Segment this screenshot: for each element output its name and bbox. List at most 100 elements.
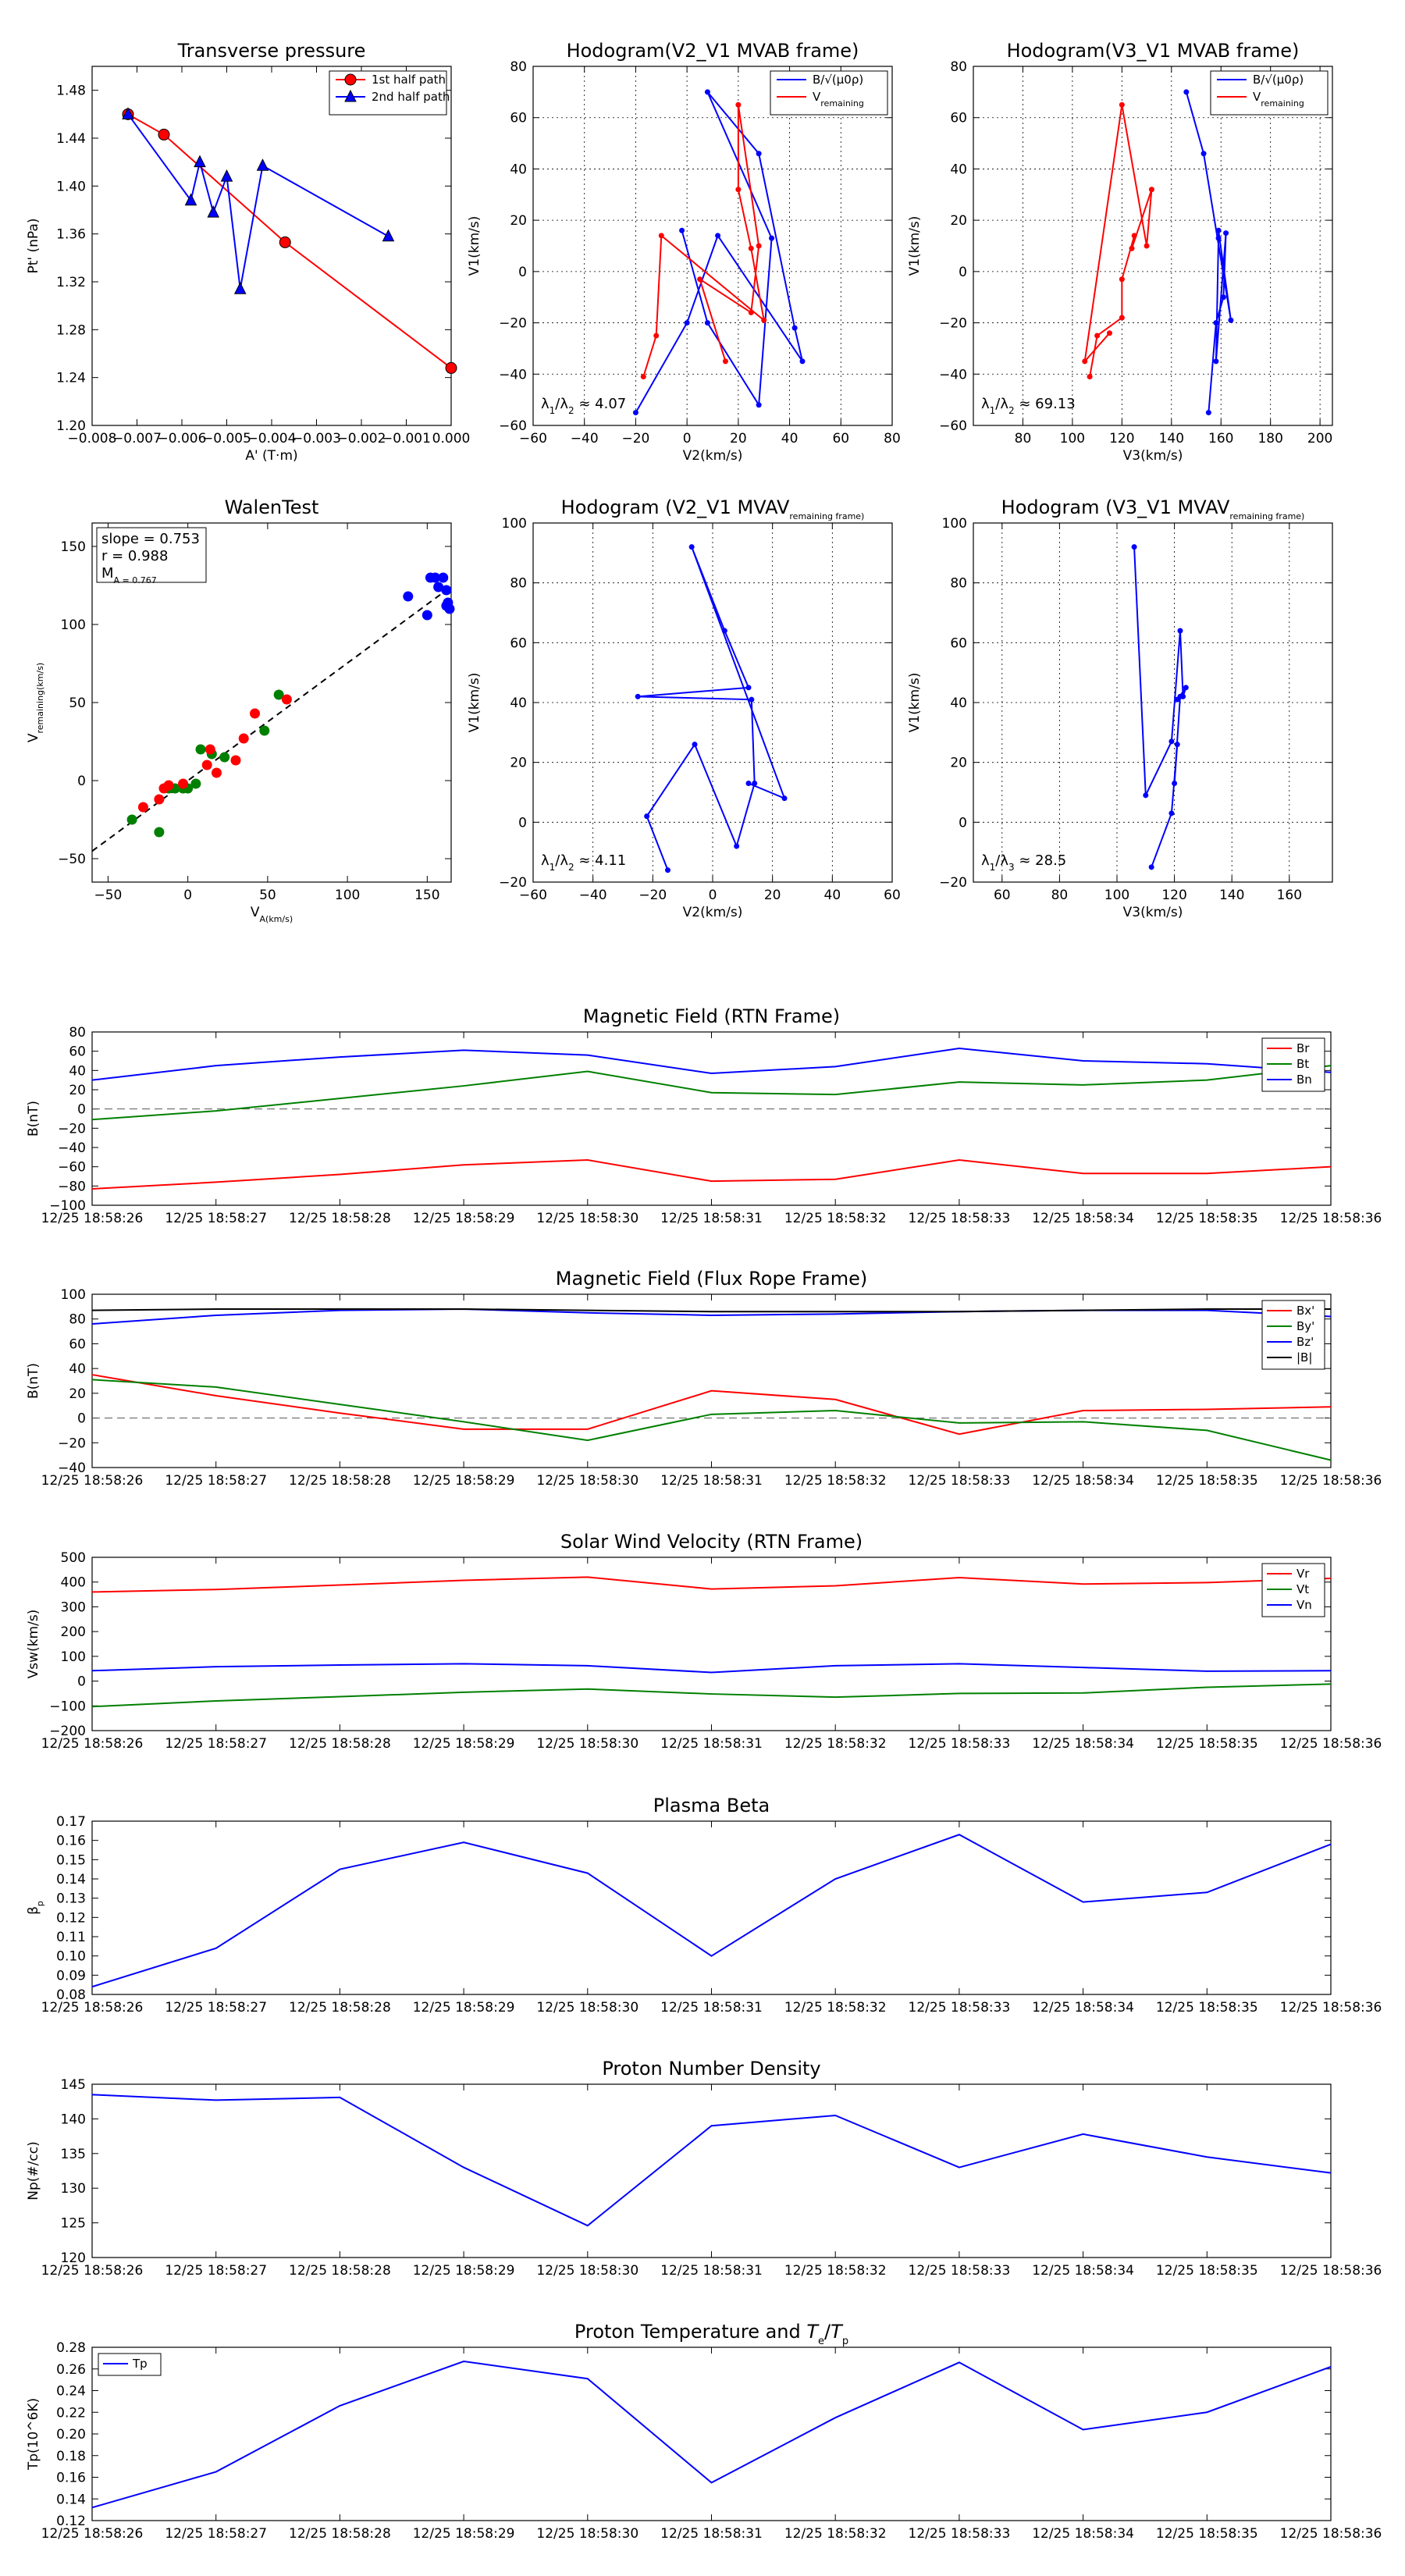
y-tick-label: 60 [69, 1044, 86, 1060]
x-axis-label: V2(km/s) [683, 905, 743, 920]
title-part: p [842, 2336, 848, 2347]
y-tick-label: 0.14 [56, 2492, 86, 2507]
data-point [748, 309, 754, 315]
annotation-part: ≈ 4.11 [574, 852, 627, 869]
annotation-part: 2 [568, 405, 574, 416]
data-point [1148, 864, 1154, 870]
x-tick-label: 12/25 18:58:29 [413, 2000, 515, 2016]
series-line-Vt [91, 1683, 1332, 1708]
y-tick-label: 120 [61, 2250, 86, 2266]
annotation-part: λ [981, 396, 990, 412]
x-tick-label: 20 [730, 431, 747, 447]
data-point [1174, 696, 1180, 703]
x-tick-label: 12/25 18:58:36 [1280, 1736, 1382, 1752]
legend-label: Vr [1297, 1567, 1310, 1581]
y-axis-label: Tp(10^6K) [26, 2398, 41, 2471]
series-line-path [1133, 546, 1187, 868]
y-tick-label: 0 [77, 774, 86, 789]
data-point [1172, 781, 1178, 786]
data-point [1119, 276, 1125, 283]
series-line-B/√(μ0ρ) [1185, 91, 1232, 413]
annotation-part: /λ [555, 396, 568, 412]
data-point [684, 320, 690, 326]
data-point [752, 781, 758, 786]
x-tick-label: 12/25 18:58:31 [660, 2263, 763, 2279]
y-axis-label: B(nT) [26, 1363, 41, 1399]
y-tick-label: −20 [939, 316, 967, 332]
x-tick-label: 12/25 18:58:32 [784, 2000, 887, 2016]
scatter-point [250, 708, 261, 719]
data-point [445, 361, 457, 374]
annotation: λ1/λ3 ≈ 28.5 [981, 852, 1066, 873]
y-tick-label: 140 [61, 2112, 86, 2127]
x-tick-label: 12/25 18:58:28 [289, 2526, 391, 2542]
y-tick-label: −200 [49, 1724, 86, 1739]
stats-line: r = 0.988 [101, 548, 168, 564]
y-tick-label: 1.44 [56, 131, 86, 147]
annotation: λ1/λ2 ≈ 69.13 [981, 396, 1076, 416]
x-tick-label: 12/25 18:58:36 [1280, 2263, 1382, 2279]
plot-frame [532, 66, 893, 426]
chart-title: Proton Number Density [602, 2058, 820, 2080]
y-tick-label: 80 [510, 59, 527, 75]
x-tick-label: 100 [1060, 431, 1085, 447]
y-tick-label: −80 [58, 1179, 86, 1194]
y-tick-label: 80 [69, 1025, 86, 1041]
y-tick-label: 20 [510, 213, 527, 229]
y-tick-label: 60 [950, 635, 967, 651]
y-axis-label: V1(km/s) [467, 673, 482, 733]
x-tick-label: 12/25 18:58:34 [1032, 1211, 1134, 1226]
data-point [665, 867, 670, 873]
y-tick-label: −20 [499, 875, 527, 891]
data-point [1094, 333, 1101, 339]
y-tick-label: 1.48 [56, 84, 86, 99]
chart-walen: −50 0 50 100 150 −50 0 50 100 150 WalenTest VA(km/s… [26, 496, 455, 924]
data-point [658, 233, 664, 239]
chart-title: WalenTest [225, 496, 319, 518]
x-tick-label: 12/25 18:58:33 [909, 2526, 1011, 2542]
y-tick-label: 60 [510, 111, 527, 126]
data-point [1213, 358, 1219, 365]
chart-title: Solar Wind Velocity (RTN Frame) [560, 1531, 863, 1553]
data-point [1144, 243, 1150, 249]
y-tick-label: 0.09 [56, 1968, 86, 1984]
data-point [1215, 235, 1222, 241]
y-tick-label: −40 [939, 367, 967, 382]
y-tick-label: 0.13 [56, 1891, 86, 1907]
data-point [734, 843, 740, 849]
data-point [1177, 628, 1183, 634]
y-tick-label: 80 [69, 1312, 86, 1328]
series-line-Vr [91, 1576, 1332, 1593]
data-point [1168, 810, 1175, 817]
plot-frame [91, 1293, 1332, 1468]
chart-title-subscript: remaining frame) [789, 511, 864, 521]
chart-bfr: Magnetic Field (Flux Rope Frame) B(nT) 12/… [26, 1268, 1382, 1489]
x-tick-label: 100 [335, 888, 360, 903]
legend-frame [770, 70, 888, 116]
data-point [644, 813, 650, 820]
y-tick-label: 20 [950, 213, 967, 229]
legend-label: Bt [1297, 1057, 1309, 1071]
y-tick-label: 0.10 [56, 1949, 86, 1965]
data-point [679, 227, 685, 233]
y-axis-label: Pt' (nPa) [26, 219, 41, 274]
annotation-part: /λ [995, 852, 1008, 869]
data-point [1131, 544, 1137, 550]
x-tick-label: 40 [781, 431, 799, 447]
x-tick-label: 12/25 18:58:26 [41, 2000, 144, 2016]
x-tick-label: 0 [709, 888, 717, 903]
y-axis-label: βp [26, 1901, 45, 1915]
data-point [158, 128, 170, 141]
y-tick-label: −60 [499, 418, 527, 434]
y-tick-label: −20 [939, 875, 967, 891]
x-axis-label: VA(km/s) [251, 905, 293, 924]
data-point [233, 282, 247, 294]
x-tick-label: 12/25 18:58:35 [1156, 2263, 1258, 2279]
data-point [279, 236, 291, 248]
y-tick-label: 20 [69, 1386, 86, 1402]
y-tick-label: −20 [58, 1436, 86, 1451]
series-line-path [638, 546, 786, 871]
chart-brtn: Magnetic Field (RTN Frame) B(nT) 12/25 18:… [26, 1005, 1382, 1226]
plot-frame [91, 1031, 1332, 1206]
